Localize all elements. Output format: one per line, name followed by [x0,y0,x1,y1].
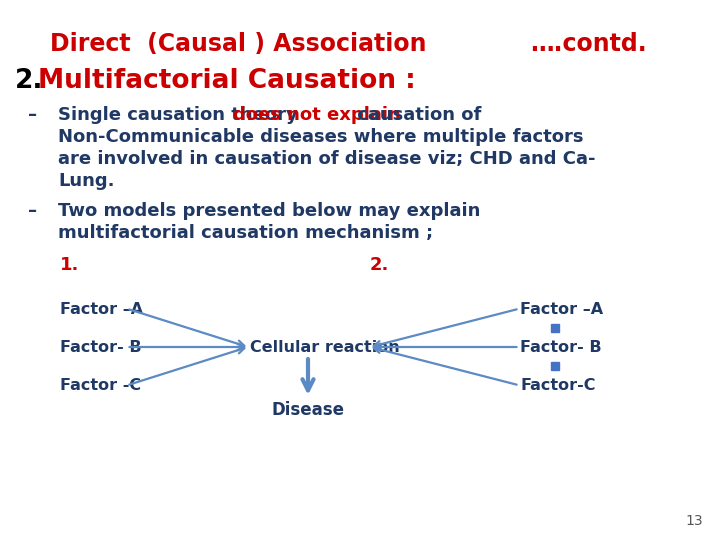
Text: are involved in causation of disease viz; CHD and Ca-: are involved in causation of disease viz… [58,150,595,168]
Text: Cellular reaction: Cellular reaction [250,340,400,354]
Text: Direct  (Causal ) Association: Direct (Causal ) Association [50,32,426,56]
Text: –: – [28,106,37,124]
Text: Factor –A: Factor –A [60,301,143,316]
Text: 1.: 1. [60,256,79,274]
Text: ….contd.: ….contd. [530,32,647,56]
Text: Lung.: Lung. [58,172,114,190]
Text: Factor-C: Factor-C [520,377,595,393]
Text: –: – [28,202,37,220]
Text: 2.: 2. [15,68,43,94]
Text: multifactorial causation mechanism ;: multifactorial causation mechanism ; [58,224,433,242]
Text: Non-Communicable diseases where multiple factors: Non-Communicable diseases where multiple… [58,128,583,146]
Text: Two models presented below may explain: Two models presented below may explain [58,202,480,220]
Text: Disease: Disease [271,401,344,419]
Text: Single causation theory: Single causation theory [58,106,304,124]
Text: Factor- B: Factor- B [520,340,602,354]
Text: 2.: 2. [370,256,390,274]
Text: 13: 13 [685,514,703,528]
Text: Multifactorial Causation :: Multifactorial Causation : [38,68,415,94]
Text: Factor -C: Factor -C [60,377,141,393]
Text: Factor- B: Factor- B [60,340,142,354]
Text: Factor –A: Factor –A [520,301,603,316]
Text: does not explain: does not explain [233,106,401,124]
Text: causation of: causation of [351,106,482,124]
